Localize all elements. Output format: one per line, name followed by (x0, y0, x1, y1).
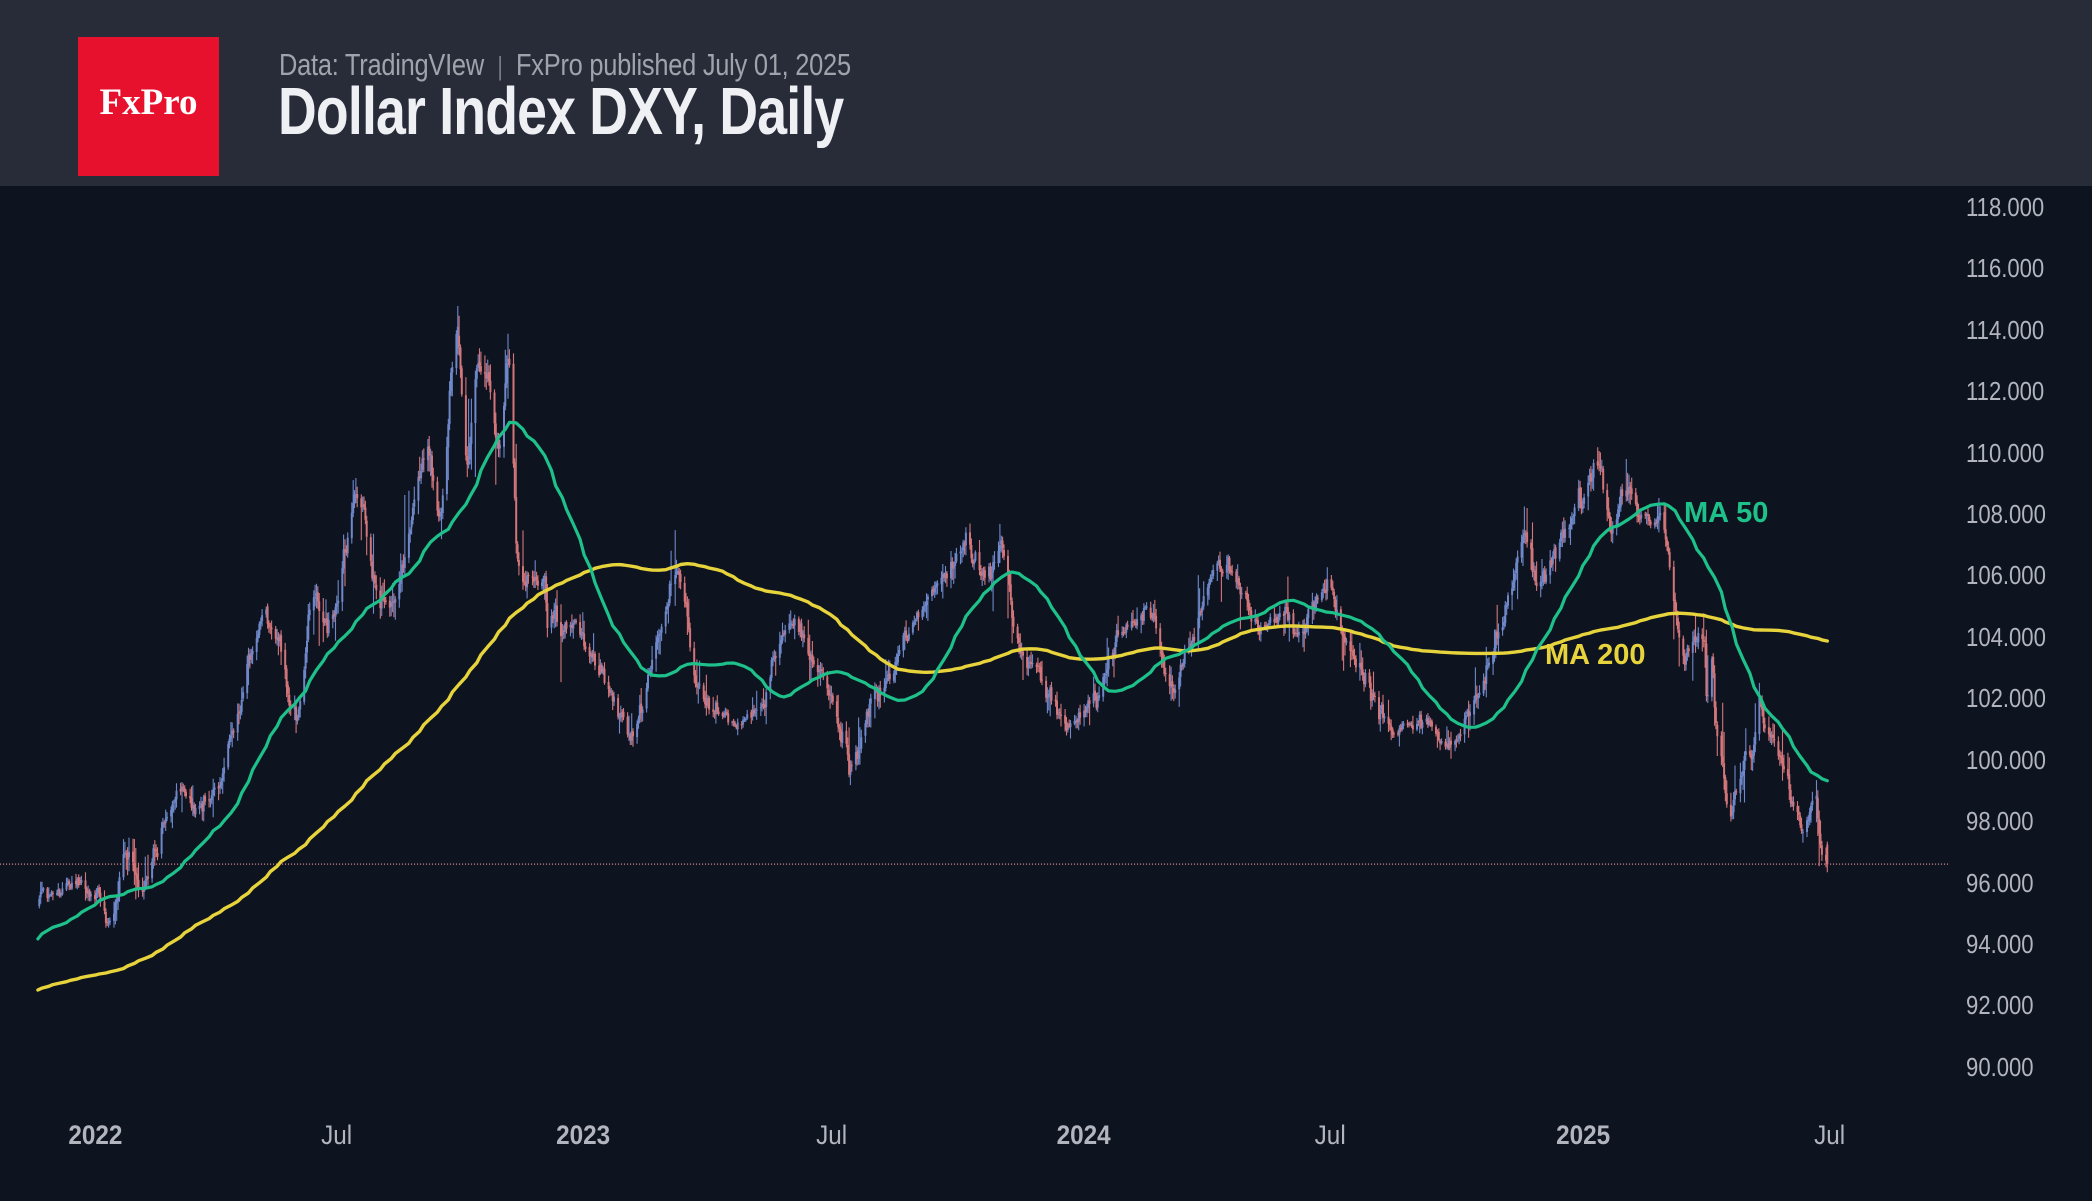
svg-text:Jul: Jul (816, 1121, 847, 1150)
svg-text:116.000: 116.000 (1966, 254, 2044, 283)
svg-text:106.000: 106.000 (1966, 561, 2046, 590)
svg-text:Jul: Jul (1315, 1121, 1346, 1150)
svg-text:2023: 2023 (556, 1121, 610, 1150)
svg-text:92.000: 92.000 (1966, 991, 2034, 1020)
svg-text:118.000: 118.000 (1966, 193, 2044, 222)
svg-text:104.000: 104.000 (1966, 623, 2046, 652)
svg-text:102.000: 102.000 (1966, 684, 2046, 713)
svg-text:MA 50: MA 50 (1684, 497, 1768, 529)
svg-text:94.000: 94.000 (1966, 930, 2034, 959)
svg-text:96.000: 96.000 (1966, 869, 2034, 898)
svg-text:98.000: 98.000 (1966, 807, 2034, 836)
svg-text:2024: 2024 (1057, 1121, 1112, 1150)
svg-text:2025: 2025 (1556, 1121, 1610, 1150)
svg-text:2022: 2022 (68, 1121, 122, 1150)
svg-text:110.000: 110.000 (1966, 439, 2044, 468)
svg-text:108.000: 108.000 (1966, 500, 2046, 529)
svg-text:114.000: 114.000 (1966, 316, 2044, 345)
svg-text:100.000: 100.000 (1966, 746, 2046, 775)
svg-text:90.000: 90.000 (1966, 1053, 2034, 1082)
svg-text:Jul: Jul (321, 1121, 352, 1150)
svg-text:112.000: 112.000 (1966, 377, 2044, 406)
svg-text:MA 200: MA 200 (1545, 639, 1645, 671)
svg-text:Jul: Jul (1814, 1121, 1845, 1150)
